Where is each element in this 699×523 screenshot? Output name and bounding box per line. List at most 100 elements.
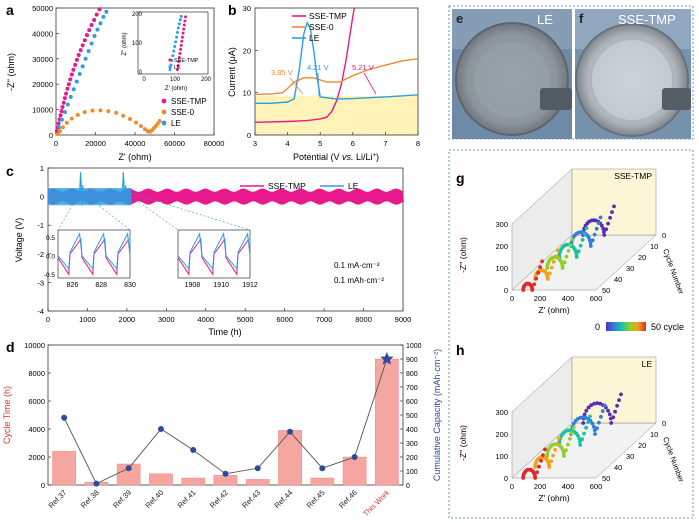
le-spike [121, 172, 127, 206]
zoom-connector [123, 190, 179, 231]
eis-point-cycle-50 [530, 288, 535, 292]
x-axis: Ref.37 Ref.38 Ref.39 Ref.40 Ref.41 Ref.42 Ref.… [47, 488, 392, 518]
data-point-sse-tmp [78, 48, 83, 53]
capacity-note: 0.1 mAh·cm⁻² [334, 276, 384, 285]
disc-center [592, 40, 672, 120]
data-point-sse-tmp [73, 62, 78, 67]
y2-tick-label: 800 [406, 371, 418, 378]
eis-point-cycle-0 [586, 405, 591, 410]
bar-ref-39 [116, 463, 141, 486]
eis-point-cycle-10 [599, 414, 603, 419]
inset-point-le [168, 68, 172, 72]
eis-point-cycle-0 [602, 233, 607, 237]
eis-point-cycle-40 [555, 248, 560, 253]
data-point-sse-tmp [65, 86, 70, 91]
data-point-sse-tmp [62, 96, 67, 101]
x-tick-label: 5000 [237, 315, 254, 324]
legend-label: LE [348, 181, 359, 191]
eis-point-cycle-30 [562, 260, 567, 265]
inset-x-tick-label: 828 [95, 282, 107, 289]
eis-point-cycle-20 [588, 414, 592, 419]
inset-point-sse-tmp [182, 27, 186, 31]
eis-point-cycle-0 [610, 210, 614, 215]
capacity-star-marker [380, 352, 394, 365]
z-tick-label: 0 [662, 231, 666, 240]
annotations: 3.85 V 4.21 V 5.21 V [271, 63, 377, 97]
eis-point-cycle-40 [549, 265, 554, 270]
y-tick-label: 100 [495, 264, 508, 273]
voltage-annotation: 5.21 V [352, 63, 374, 72]
eis-point-cycle-10 [588, 244, 593, 248]
x-tick-label: 3 [253, 139, 257, 148]
data-point-sse-0 [90, 108, 95, 113]
panel-c: c -4 -3 -2 -1 0 1 0 1000 2000 3000 4000 5000 6000 70… [6, 163, 411, 337]
inset-point-le [176, 26, 180, 30]
data-point-le [101, 14, 106, 19]
eis-point-cycle-0 [606, 408, 610, 413]
x-axis-label: Z' (ohm) [538, 493, 570, 503]
inset-point-le [171, 54, 175, 58]
data-point-sse-tmp [82, 38, 87, 43]
y-axis: 0 10000 20000 30000 40000 50000 [32, 4, 59, 140]
data-points [54, 7, 162, 136]
voltage-annotation: 3.85 V [271, 68, 293, 77]
panel-b: b 0 10 20 30 3 4 5 6 7 8 Current (μA) Potential … [227, 2, 420, 162]
eis-point-cycle-20 [578, 243, 583, 248]
x-axis-label: Potential (V vs. Li/Li+) [293, 152, 379, 162]
z-tick-label: 0 [662, 419, 666, 428]
eis-dashed-box [448, 149, 694, 519]
x-category-label: Ref.41 [176, 488, 198, 510]
z-tick-label: 20 [638, 253, 646, 262]
data-point-sse-0 [138, 124, 143, 129]
eis-point-cycle-20 [584, 425, 588, 430]
eis-point-cycle-10 [597, 420, 601, 425]
y-tick-label: -1 [37, 221, 44, 230]
y-tick-label: 0 [504, 474, 508, 483]
y-tick-label: -4 [37, 307, 44, 316]
bar-ref-45 [310, 477, 335, 486]
capacity-point [351, 454, 358, 460]
x-tick-label: 20000 [85, 139, 106, 148]
eis-point-cycle-20 [574, 252, 579, 257]
y2-tick-label: 400 [406, 427, 418, 434]
inset-point-sse-tmp [178, 51, 182, 55]
x-axis: 0 20000 40000 60000 80000 [54, 132, 224, 148]
eis-point-cycle-0 [619, 392, 623, 397]
inset-point-le [174, 40, 178, 44]
x-axis-label: Z' (ohm) [538, 305, 570, 315]
voltage-traces [47, 172, 404, 206]
legend-label: SSE-0 [309, 22, 334, 32]
y2-tick-label: 100 [406, 469, 418, 476]
data-point-sse-0 [64, 120, 69, 125]
y-tick-label: 20000 [32, 80, 53, 89]
eis-point-cycle-10 [588, 241, 593, 245]
eis-point-cycle-0 [589, 403, 593, 408]
y2-tick-label: 600 [406, 399, 418, 406]
eis-point-cycle-30 [564, 448, 568, 453]
data-point-sse-tmp [92, 17, 97, 22]
z-tick-label: 30 [626, 452, 634, 461]
inset-point-sse-tmp [181, 31, 185, 35]
y2-tick-label: 700 [406, 385, 418, 392]
data-point-sse-tmp [87, 28, 92, 33]
eis-point-cycle-20 [578, 443, 583, 447]
eis-point-cycle-0 [607, 412, 612, 417]
x-tick-label: 8000 [355, 315, 372, 324]
data-point-le [62, 110, 67, 115]
legend-marker [161, 120, 167, 126]
eis-point-cycle-10 [598, 215, 603, 220]
eis-point-cycle-30 [562, 454, 566, 458]
eis-point-cycle-50 [535, 470, 539, 475]
eis-point-cycle-10 [571, 421, 576, 426]
panel-label-f: f [579, 11, 584, 26]
x-tick-label: 5 [318, 139, 322, 148]
panel-label-d: d [6, 339, 15, 355]
eis-point-cycle-50 [538, 265, 542, 269]
data-point-sse-tmp [85, 33, 90, 38]
y-tick-label: 40000 [32, 29, 53, 38]
eis-point-cycle-50 [532, 282, 537, 287]
x-tick-label: 0 [46, 315, 50, 324]
data-point-sse-tmp [74, 57, 79, 62]
